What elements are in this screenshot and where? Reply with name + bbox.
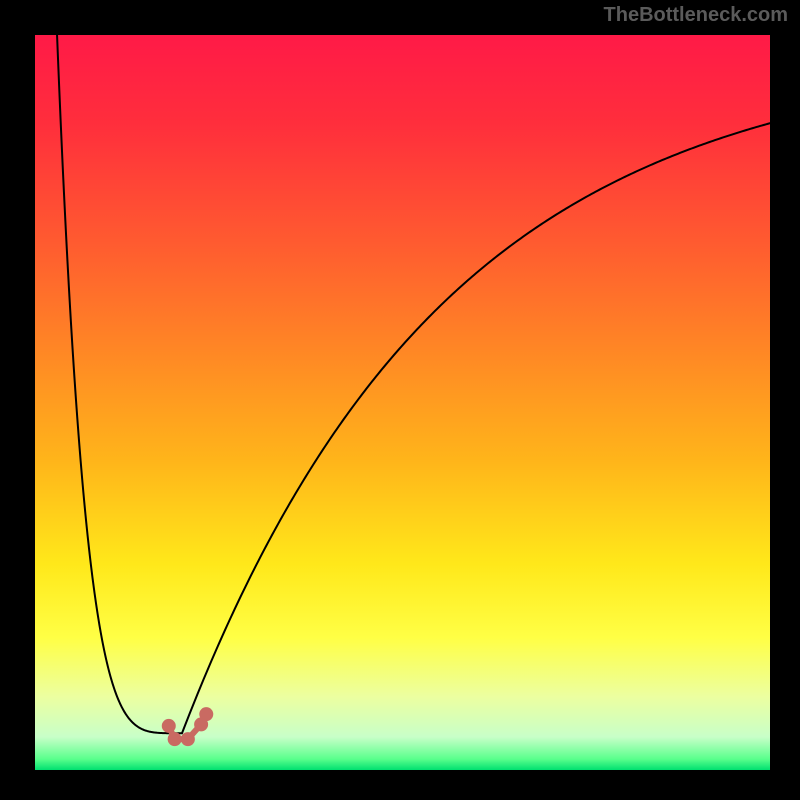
plot-area bbox=[35, 35, 770, 770]
valley-mark bbox=[199, 707, 213, 721]
valley-mark bbox=[162, 719, 176, 733]
chart-root: TheBottleneck.com bbox=[0, 0, 800, 800]
watermark-text: TheBottleneck.com bbox=[604, 4, 788, 27]
bottleneck-chart bbox=[0, 0, 800, 800]
valley-mark bbox=[181, 732, 195, 746]
valley-mark bbox=[168, 732, 182, 746]
